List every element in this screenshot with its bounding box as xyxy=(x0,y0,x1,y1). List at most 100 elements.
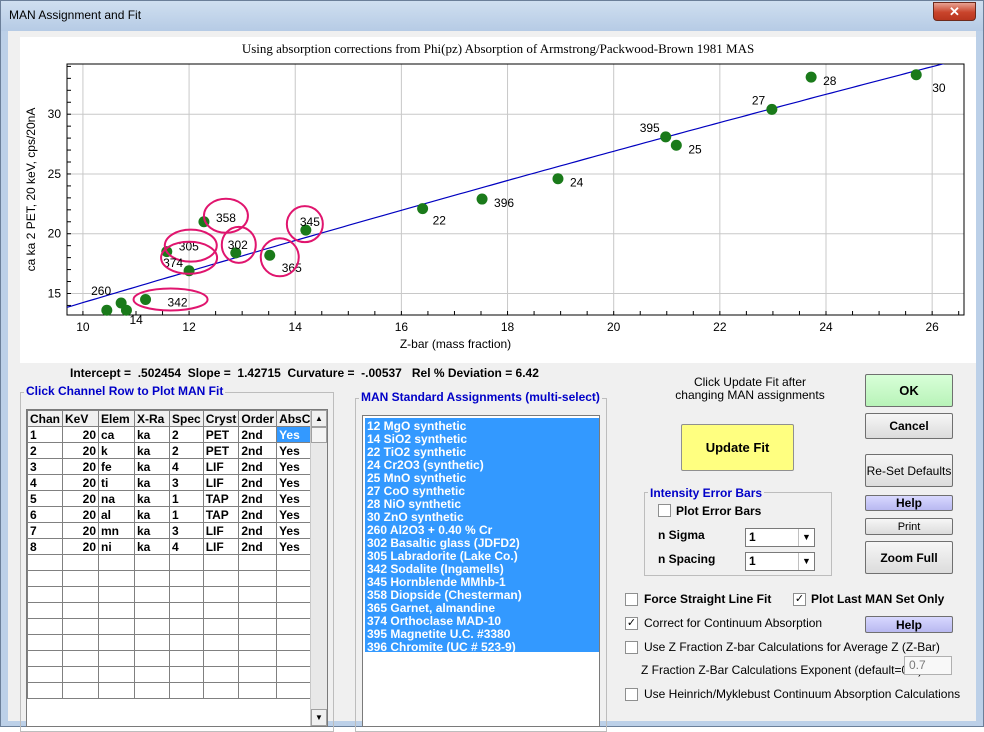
table-cell[interactable] xyxy=(276,554,314,571)
table-cell[interactable] xyxy=(27,602,63,619)
table-cell[interactable]: LIF xyxy=(202,458,240,475)
list-item[interactable]: 260 Al2O3 + 0.40 % Cr xyxy=(367,523,493,537)
empty-row[interactable] xyxy=(27,650,314,667)
table-cell[interactable]: Yes xyxy=(276,490,314,507)
table-cell[interactable]: 20 xyxy=(62,522,99,539)
table-cell[interactable]: 2 xyxy=(169,426,204,443)
force-straight-line-checkbox[interactable] xyxy=(625,593,638,606)
table-cell[interactable]: ni xyxy=(98,538,135,555)
list-item[interactable]: 342 Sodalite (Ingamells) xyxy=(367,562,504,576)
table-cell[interactable] xyxy=(134,634,170,651)
column-header[interactable]: Spec xyxy=(169,410,204,427)
table-cell[interactable] xyxy=(238,586,278,603)
table-cell[interactable]: ka xyxy=(134,474,170,491)
table-cell[interactable] xyxy=(202,570,240,587)
table-cell[interactable] xyxy=(276,570,314,587)
table-cell[interactable] xyxy=(62,554,99,571)
table-cell[interactable]: ka xyxy=(134,426,170,443)
table-cell[interactable] xyxy=(134,570,170,587)
column-header[interactable]: Cryst xyxy=(202,410,240,427)
list-item[interactable]: 30 ZnO synthetic xyxy=(367,510,464,524)
table-cell[interactable]: ka xyxy=(134,458,170,475)
table-cell[interactable]: 2nd xyxy=(238,426,278,443)
empty-row[interactable] xyxy=(27,618,314,635)
table-cell[interactable]: TAP xyxy=(202,490,240,507)
table-cell[interactable]: Yes xyxy=(276,458,314,475)
table-row[interactable]: 4 20 ti ka 3 LIF 2nd Yes xyxy=(27,474,314,491)
close-button[interactable]: ✕ xyxy=(933,2,976,21)
table-cell[interactable] xyxy=(202,666,240,683)
table-cell[interactable] xyxy=(98,682,135,699)
list-item[interactable]: 358 Diopside (Chesterman) xyxy=(367,588,522,602)
table-row[interactable]: 2 20 k ka 2 PET 2nd Yes xyxy=(27,442,314,459)
table-row[interactable]: 5 20 na ka 1 TAP 2nd Yes xyxy=(27,490,314,507)
table-cell[interactable]: Yes xyxy=(276,474,314,491)
exponent-input[interactable]: 0.7 xyxy=(904,656,952,675)
table-cell[interactable]: 3 xyxy=(169,474,204,491)
table-cell[interactable]: 2nd xyxy=(238,474,278,491)
table-cell[interactable]: 4 xyxy=(27,474,63,491)
table-cell[interactable] xyxy=(134,666,170,683)
table-cell[interactable] xyxy=(62,586,99,603)
table-cell[interactable] xyxy=(169,570,204,587)
list-item[interactable]: 14 SiO2 synthetic xyxy=(367,432,468,446)
cancel-button[interactable]: Cancel xyxy=(865,413,953,439)
continuum-help-button[interactable]: Help xyxy=(865,616,953,633)
column-header[interactable]: Order xyxy=(238,410,278,427)
column-header[interactable]: Elem xyxy=(98,410,135,427)
table-cell[interactable]: 20 xyxy=(62,426,99,443)
table-cell[interactable] xyxy=(238,602,278,619)
table-cell[interactable] xyxy=(98,554,135,571)
table-cell[interactable] xyxy=(62,634,99,651)
table-cell[interactable]: ka xyxy=(134,442,170,459)
table-cell[interactable] xyxy=(238,650,278,667)
help-button[interactable]: Help xyxy=(865,495,953,511)
list-item[interactable]: 28 NiO synthetic xyxy=(367,497,462,511)
table-cell[interactable]: 1 xyxy=(169,506,204,523)
table-cell[interactable] xyxy=(238,666,278,683)
table-cell[interactable] xyxy=(62,682,99,699)
table-cell[interactable]: 20 xyxy=(62,506,99,523)
scroll-up-button[interactable]: ▲ xyxy=(311,410,327,427)
table-cell[interactable]: ti xyxy=(98,474,135,491)
table-row[interactable]: 3 20 fe ka 4 LIF 2nd Yes xyxy=(27,458,314,475)
empty-row[interactable] xyxy=(27,634,314,651)
channel-table[interactable]: Chan KeV Elem X-Ra Spec Cryst Order AbsC 1 20 ca ka… xyxy=(27,410,314,699)
chevron-down-icon[interactable]: ▼ xyxy=(798,553,814,570)
table-cell[interactable] xyxy=(238,682,278,699)
table-cell[interactable] xyxy=(62,618,99,635)
table-row[interactable]: 7 20 mn ka 3 LIF 2nd Yes xyxy=(27,522,314,539)
table-cell[interactable]: ka xyxy=(134,490,170,507)
table-row[interactable]: 8 20 ni ka 4 LIF 2nd Yes xyxy=(27,538,314,555)
table-cell[interactable] xyxy=(276,618,314,635)
table-cell[interactable] xyxy=(134,618,170,635)
table-cell[interactable] xyxy=(169,618,204,635)
table-cell[interactable]: Yes xyxy=(276,442,314,459)
list-item[interactable]: 25 MnO synthetic xyxy=(367,471,467,485)
table-cell[interactable]: Yes xyxy=(276,426,314,443)
table-cell[interactable] xyxy=(134,650,170,667)
table-cell[interactable] xyxy=(62,570,99,587)
table-cell[interactable] xyxy=(238,634,278,651)
table-cell[interactable] xyxy=(276,682,314,699)
title-bar[interactable]: MAN Assignment and Fit ✕ xyxy=(1,1,983,31)
table-cell[interactable] xyxy=(27,634,63,651)
table-cell[interactable] xyxy=(169,602,204,619)
table-cell[interactable] xyxy=(27,618,63,635)
table-cell[interactable]: LIF xyxy=(202,474,240,491)
table-cell[interactable]: 5 xyxy=(27,490,63,507)
table-cell[interactable] xyxy=(202,618,240,635)
table-cell[interactable] xyxy=(276,650,314,667)
table-cell[interactable] xyxy=(238,618,278,635)
table-cell[interactable]: 2 xyxy=(27,442,63,459)
use-z-fraction-checkbox[interactable] xyxy=(625,641,638,654)
table-cell[interactable]: LIF xyxy=(202,538,240,555)
empty-row[interactable] xyxy=(27,682,314,699)
table-cell[interactable]: 8 xyxy=(27,538,63,555)
column-header[interactable]: AbsC xyxy=(276,410,314,427)
table-cell[interactable] xyxy=(134,602,170,619)
column-header[interactable]: KeV xyxy=(62,410,99,427)
table-cell[interactable]: 4 xyxy=(169,538,204,555)
table-cell[interactable] xyxy=(98,634,135,651)
table-cell[interactable]: PET xyxy=(202,442,240,459)
